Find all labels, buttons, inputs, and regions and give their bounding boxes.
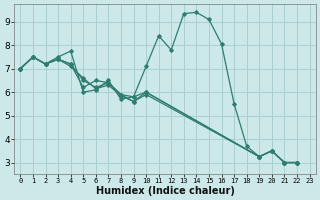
- X-axis label: Humidex (Indice chaleur): Humidex (Indice chaleur): [96, 186, 234, 196]
